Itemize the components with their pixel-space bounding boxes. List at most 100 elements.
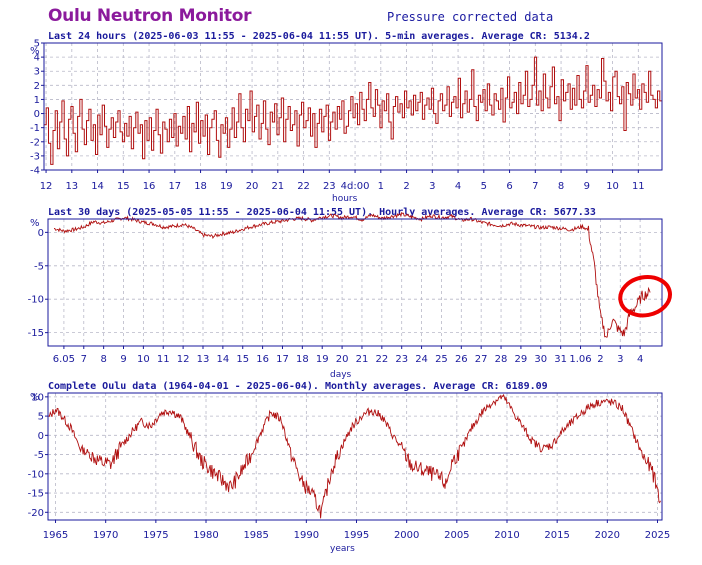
panel-30d-ylabel: % <box>30 218 40 229</box>
panel-30d-xtick-label: 16 <box>256 354 269 365</box>
panel-24h-xtick-label: 19 <box>220 181 233 192</box>
panel-complete-ytick-label: -15 <box>28 489 44 500</box>
panel-complete-xlabel: years <box>330 544 355 554</box>
panel-30d-xtick-label: 8 <box>100 354 106 365</box>
panel-complete-ytick-label: -20 <box>28 508 44 519</box>
panel-24h-xtick-label: 11 <box>632 181 645 192</box>
panel-24h-xtick-label: 15 <box>117 181 130 192</box>
panel-24h-xtick-label: 23 <box>323 181 336 192</box>
panel-complete-xtick-label: 2020 <box>595 530 620 541</box>
panel-30d-xtick-label: 4 <box>637 354 643 365</box>
panel-30d-ytick-label: -5 <box>34 261 44 272</box>
panel-complete: Complete Oulu data (1964-04-01 - 2025-06… <box>28 381 671 554</box>
panel-complete-xtick-label: 2025 <box>645 530 670 541</box>
recovery-highlight-circle <box>618 275 672 318</box>
panel-complete-xtick-label: 1980 <box>193 530 218 541</box>
panel-30d-ytick-label: -10 <box>28 295 44 306</box>
panel-30d-xtick-label: 15 <box>236 354 249 365</box>
panel-30d-xtick-label: 28 <box>495 354 508 365</box>
panel-24h-frame <box>43 42 663 171</box>
panel-24h-xtick-label: 20 <box>246 181 259 192</box>
panel-30d-series-line <box>54 211 651 338</box>
panel-24h-xtick-label: 5 <box>481 181 487 192</box>
panel-30d-xtick-label: 31 <box>554 354 567 365</box>
panel-24h-xtick-label: 3 <box>429 181 435 192</box>
panel-30d-xtick-label: 10 <box>137 354 150 365</box>
panel-24h-xtick-label: 1 <box>378 181 384 192</box>
panel-30d-xtick-label: 20 <box>336 354 349 365</box>
panel-30d-xtick-label: 30 <box>534 354 547 365</box>
panel-24h-xtick-label: 9 <box>584 181 590 192</box>
panel-complete-ytick-label: 0 <box>38 431 44 442</box>
panel-30d-xtick-label: 11 <box>157 354 170 365</box>
page-title: Oulu Neutron Monitor <box>48 6 252 26</box>
panel-24h-xtick-label: 10 <box>606 181 619 192</box>
panel-30d-xtick-label: 3 <box>617 354 623 365</box>
panel-30d-ytick-label: 0 <box>38 228 44 239</box>
panel-complete-ytick-label: 5 <box>38 412 44 423</box>
panel-24h-ytick-label: -4 <box>30 166 40 177</box>
panel-complete-ytick-label: -10 <box>28 469 44 480</box>
panel-30d-xlabel: days <box>330 370 352 380</box>
panel-complete-xtick-label: 2005 <box>444 530 469 541</box>
panel-complete-xtick-label: 2000 <box>394 530 419 541</box>
panel-30d-xtick-label: 25 <box>435 354 448 365</box>
panel-30d-ytick-label: -15 <box>28 328 44 339</box>
panel-24h-xtick-label: 14 <box>91 181 104 192</box>
panel-complete-xtick-label: 1970 <box>93 530 118 541</box>
panel-24h-ytick-label: 0 <box>34 109 40 120</box>
panel-complete-ytick-label: 10 <box>31 392 44 403</box>
panel-24h-xtick-label: 21 <box>271 181 284 192</box>
panel-24h-xtick-label: 13 <box>65 181 78 192</box>
panel-complete-title: Complete Oulu data (1964-04-01 - 2025-06… <box>48 381 548 392</box>
panel-complete-ylabel: % <box>30 392 40 403</box>
panel-30d: Last 30 days (2025-05-05 11:55 - 2025-06… <box>28 207 672 380</box>
panel-24h-ytick-label: 4 <box>34 53 40 64</box>
panel-30d-frame <box>47 218 663 347</box>
panel-30d-xtick-label: 22 <box>375 354 388 365</box>
panel-30d-xtick-label: 24 <box>415 354 428 365</box>
panel-24h-xtick-label: 18 <box>194 181 207 192</box>
panel-30d-xtick-label: 13 <box>197 354 210 365</box>
panel-24h-xtick-label: 4 <box>455 181 461 192</box>
panel-30d-xtick-label: 29 <box>515 354 528 365</box>
panel-complete-xtick-label: 2010 <box>494 530 519 541</box>
panel-24h-xtick-label: 16 <box>143 181 156 192</box>
panel-24h: Last 24 hours (2025-06-03 11:55 - 2025-0… <box>30 30 663 204</box>
panel-24h-ytick-label: 2 <box>34 81 40 92</box>
panel-complete-xtick-label: 1995 <box>344 530 369 541</box>
panel-24h-xlabel: hours <box>332 194 358 204</box>
page-subtitle: Pressure corrected data <box>387 10 554 24</box>
panel-24h-xtick-label: 4d:00 <box>341 181 370 192</box>
panel-30d-xtick-label: 18 <box>296 354 309 365</box>
panel-complete-ytick-label: -5 <box>34 450 44 461</box>
panel-24h-xtick-label: 7 <box>532 181 538 192</box>
panel-30d-xtick-label: 9 <box>120 354 126 365</box>
panel-complete-xtick-label: 1975 <box>143 530 168 541</box>
panel-30d-xtick-label: 1.06 <box>569 354 591 365</box>
panel-24h-ylabel: % <box>30 46 40 57</box>
panel-complete-xtick-label: 1985 <box>243 530 268 541</box>
panel-24h-ytick-label: -3 <box>30 151 40 162</box>
panel-24h-ytick-label: 3 <box>34 67 40 78</box>
panel-24h-ytick-label: 1 <box>34 95 40 106</box>
panel-24h-xtick-label: 22 <box>297 181 310 192</box>
panel-24h-xtick-label: 12 <box>40 181 53 192</box>
panel-30d-xtick-label: 26 <box>455 354 468 365</box>
panel-30d-xtick-label: 23 <box>395 354 408 365</box>
panel-24h-ytick-label: 5 <box>34 39 40 50</box>
panel-30d-title: Last 30 days (2025-05-05 11:55 - 2025-06… <box>48 207 596 218</box>
panel-complete-xtick-label: 1990 <box>294 530 319 541</box>
panel-30d-xtick-label: 27 <box>475 354 488 365</box>
panel-complete-xtick-label: 2015 <box>544 530 569 541</box>
panel-30d-xtick-label: 6.05 <box>53 354 75 365</box>
panel-complete-xtick-label: 1965 <box>43 530 68 541</box>
panel-30d-xtick-label: 19 <box>316 354 329 365</box>
panel-30d-xtick-label: 17 <box>276 354 289 365</box>
panel-24h-ytick-label: -2 <box>30 137 40 148</box>
panel-complete-frame <box>47 392 663 521</box>
panel-30d-xtick-label: 7 <box>81 354 87 365</box>
panel-30d-xtick-label: 14 <box>216 354 229 365</box>
panel-24h-xtick-label: 6 <box>506 181 512 192</box>
